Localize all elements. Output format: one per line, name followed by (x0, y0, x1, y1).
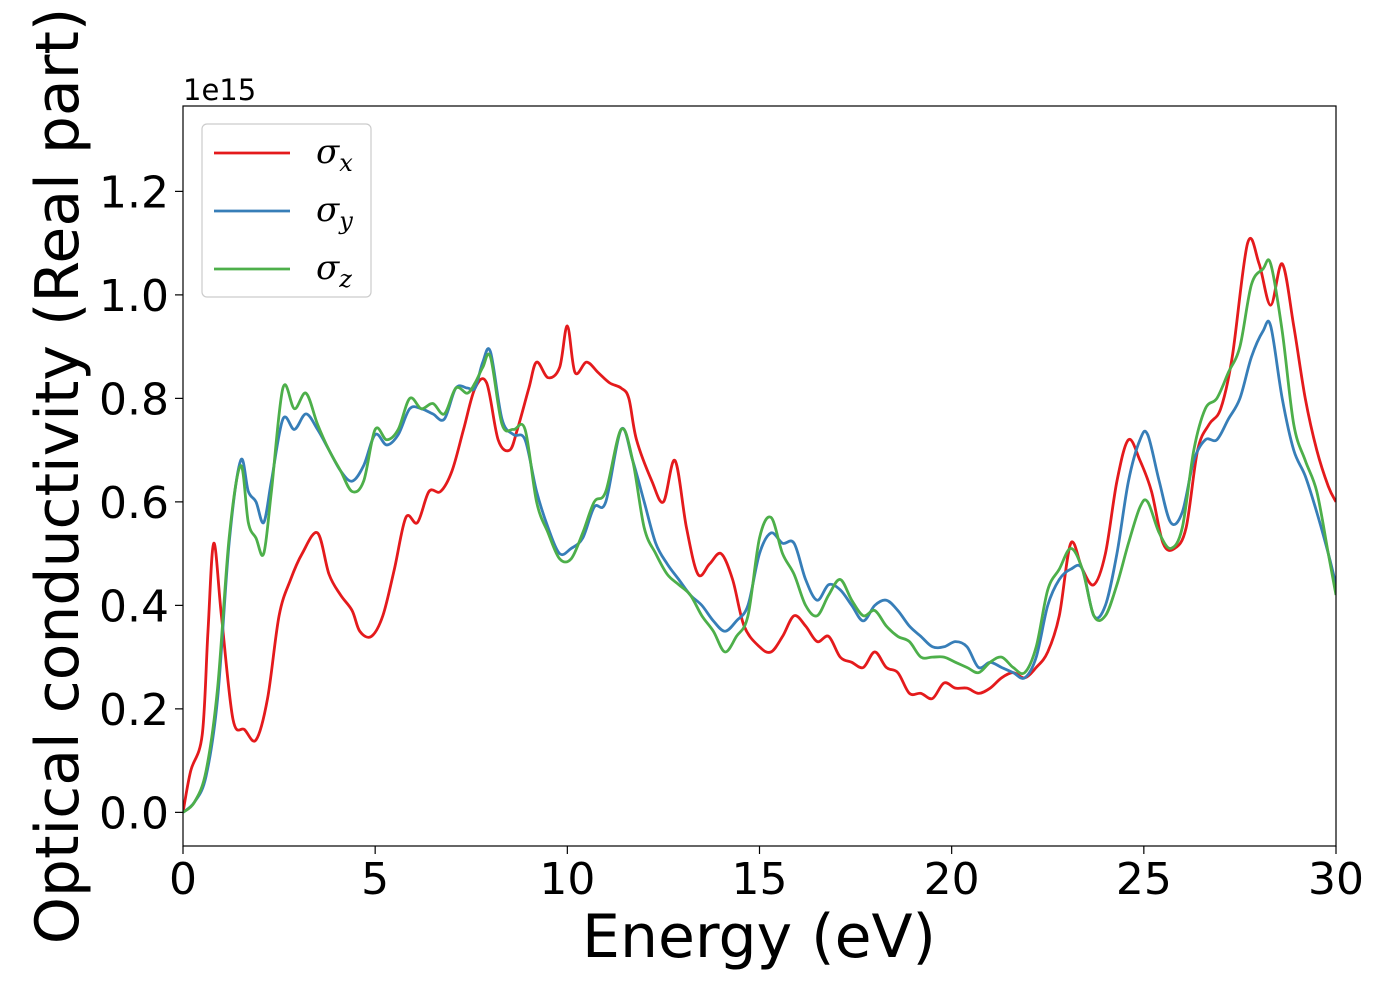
x-tick-label: 30 (1308, 854, 1364, 905)
y-tick-label: 0.0 (99, 788, 169, 839)
legend-label-x: σx (316, 132, 353, 177)
plot-area (183, 106, 1336, 846)
y-tick-label: 0.6 (99, 478, 169, 529)
legend-label-y: σy (316, 190, 353, 235)
y-axis-title: Optical conductivity (Real part) (23, 8, 93, 945)
series-line-x (183, 236, 1336, 813)
x-tick-label: 20 (924, 854, 980, 905)
x-axis: 0 5 10 15 20 25 30 (169, 846, 1364, 905)
legend-label-z: σz (316, 248, 352, 293)
series-line-y (183, 319, 1336, 814)
y-tick-label: 1.0 (99, 271, 169, 322)
y-offset-label: 1e15 (183, 73, 256, 107)
series-line-z (183, 258, 1336, 814)
x-tick-label: 25 (1116, 854, 1172, 905)
y-tick-label: 1.2 (99, 167, 169, 218)
y-tick-label: 0.2 (99, 685, 169, 736)
y-tick-label: 0.8 (99, 374, 169, 425)
x-tick-label: 10 (539, 854, 595, 905)
y-axis: 0.0 0.2 0.4 0.6 0.8 1.0 1.2 (99, 167, 183, 839)
legend: σx σy σz (201, 123, 372, 298)
series-layer (183, 236, 1336, 814)
x-axis-title: Energy (eV) (582, 902, 936, 972)
x-tick-label: 5 (361, 854, 389, 905)
y-tick-label: 0.4 (99, 581, 169, 632)
x-tick-label: 0 (169, 854, 197, 905)
x-tick-label: 15 (732, 854, 788, 905)
